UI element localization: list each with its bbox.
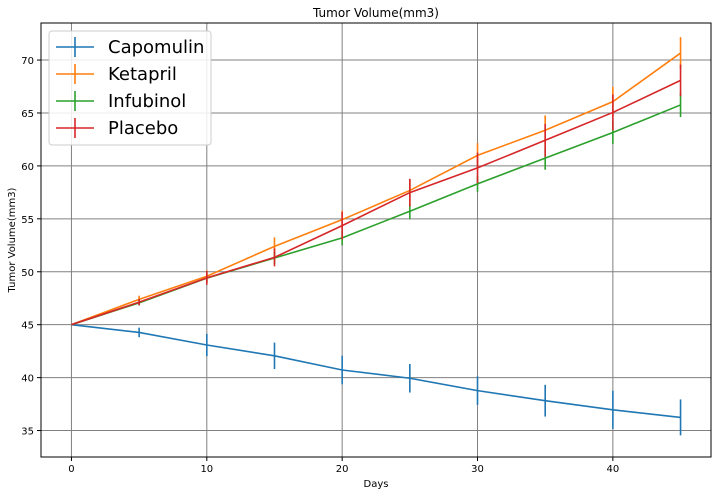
legend-box [48,30,212,146]
x-tick-label: 10 [200,464,213,475]
legend-item-infubinol: Infubinol [56,91,186,112]
legend-item-capomulin: Capomulin [56,37,204,58]
axis-ticks: 0 10 20 30 40 35 40 45 50 55 60 65 70 [21,56,619,475]
legend-label-placebo: Placebo [108,118,178,139]
legend-item-ketapril: Ketapril [56,64,177,85]
series-line-capomulin [71,323,681,419]
x-tick-label: 20 [336,464,349,475]
legend-label-capomulin: Capomulin [108,37,204,58]
y-axis-label: Tumor Volume(mm3) [7,187,18,293]
y-tick-label: 70 [21,56,34,67]
x-tick-label: 30 [471,464,484,475]
legend: Capomulin Ketapril Infubinol Placebo [48,30,212,146]
series-line-placebo [71,79,681,326]
series-line-ketapril [71,52,682,326]
plot-frame [40,22,712,458]
y-tick-label: 50 [21,268,34,279]
y-tick-label: 55 [21,215,34,226]
y-tick-label: 65 [21,109,34,120]
x-tick-label: 40 [607,464,620,475]
y-tick-label: 35 [21,427,34,438]
series-placebo [71,64,682,326]
chart-title: Tumor Volume(mm3) [312,6,439,20]
y-tick-label: 60 [21,162,34,173]
series-capomulin [71,323,682,436]
y-tick-label: 45 [21,321,34,332]
legend-label-ketapril: Ketapril [108,64,177,85]
legend-item-placebo: Placebo [56,118,178,139]
y-tick-label: 40 [21,374,34,385]
series-group [71,37,682,436]
x-tick-label: 0 [68,464,74,475]
legend-label-infubinol: Infubinol [108,91,186,112]
x-axis-label: Days [364,479,389,490]
